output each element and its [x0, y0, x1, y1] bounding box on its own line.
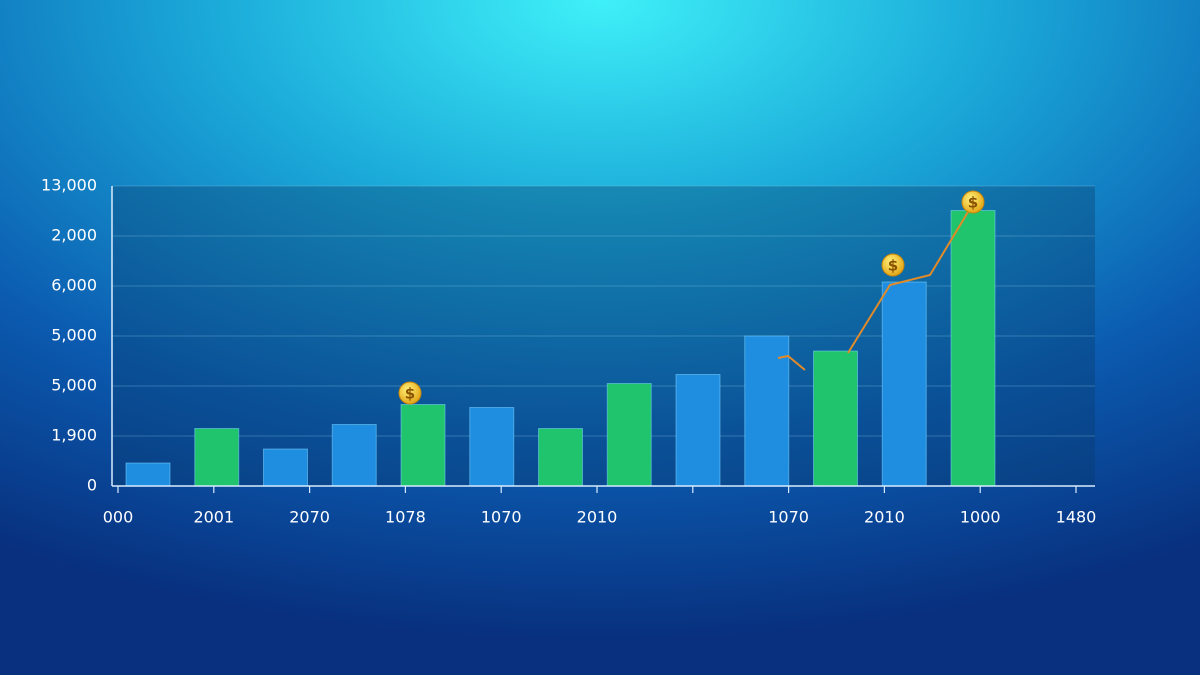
x-tick-label: 000 [103, 508, 134, 527]
bar [675, 374, 721, 487]
bar [813, 350, 858, 487]
coin-symbol: $ [888, 257, 898, 275]
x-tick-label: 2010 [577, 508, 618, 527]
x-tick-label: 1480 [1056, 508, 1097, 527]
y-tick-label: 2,000 [51, 226, 97, 245]
y-tick-label: 0 [87, 476, 97, 495]
y-tick-label: 5,000 [51, 376, 97, 395]
bar [194, 428, 240, 487]
coin: $ [881, 253, 905, 277]
bar [400, 404, 446, 487]
x-tick-label: 1078 [385, 508, 426, 527]
plot-area [112, 186, 1095, 486]
bar [950, 210, 996, 487]
x-tick-label: 2070 [289, 508, 330, 527]
x-tick-label: 1070 [768, 508, 809, 527]
bar [331, 424, 377, 487]
x-tick-label: 2010 [864, 508, 905, 527]
bar [469, 407, 515, 487]
x-tick-label: 1000 [960, 508, 1001, 527]
y-tick-label: 5,000 [51, 326, 97, 345]
bar [263, 448, 308, 487]
x-tick-label: 1070 [481, 508, 522, 527]
coin: $ [398, 381, 422, 405]
x-tick-label: 2001 [193, 508, 234, 527]
bar [606, 383, 652, 487]
coin-symbol: $ [405, 385, 415, 403]
trend-line [777, 211, 969, 371]
bar [538, 428, 583, 487]
bar [744, 335, 790, 487]
y-tick-label: 13,000 [41, 176, 97, 195]
y-tick-label: 1,900 [51, 426, 97, 445]
bar [881, 281, 927, 487]
coin: $ [961, 190, 985, 214]
bar [125, 462, 171, 487]
coin-symbol: $ [968, 194, 978, 212]
y-tick-label: 6,000 [51, 276, 97, 295]
